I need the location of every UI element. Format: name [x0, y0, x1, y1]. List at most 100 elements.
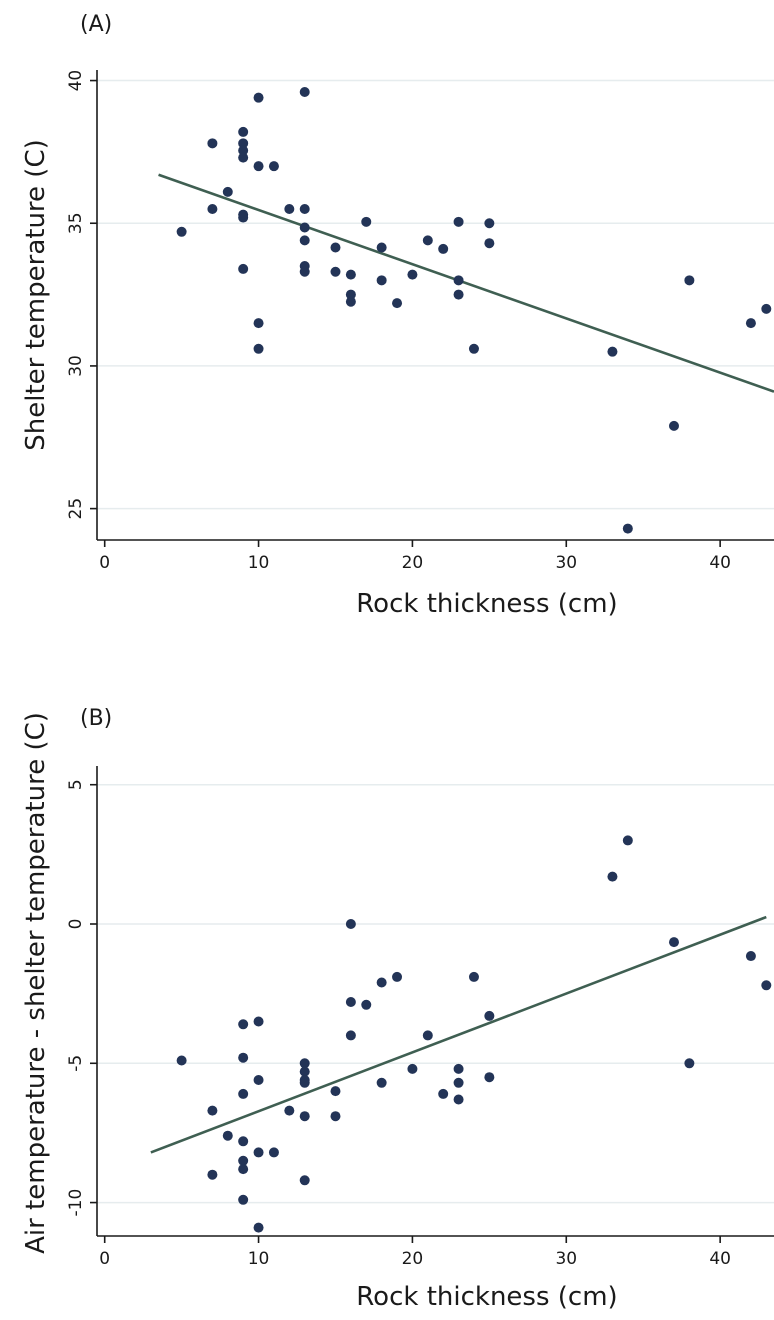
panel-b-point-0	[176, 1055, 187, 1066]
panel-a-y-axis-title: Shelter temperature (C)	[21, 139, 51, 450]
panel-a-point-24	[330, 266, 341, 277]
panel-b-y-tick-label-1: 0	[66, 919, 86, 930]
panel-b-point-10	[238, 1194, 249, 1205]
panel-b-x-tick-label-4: 40	[709, 1249, 731, 1269]
panel-a-points	[176, 86, 772, 534]
panel-b-point-12	[253, 1075, 264, 1085]
panel-a-point-22	[299, 266, 310, 277]
panel-a-point-15	[268, 161, 279, 172]
panel-b-label: (B)	[80, 706, 112, 731]
panel-b-point-7	[238, 1136, 249, 1147]
panel-a-point-6	[238, 145, 249, 156]
panel-b-point-46	[761, 980, 772, 991]
panel-a-point-36	[453, 275, 464, 286]
panel-a-x-axis-title: Rock thickness (cm)	[356, 589, 617, 619]
panel-a-point-10	[238, 263, 249, 274]
panel-b-point-18	[299, 1066, 310, 1077]
panel-a-point-44	[684, 275, 695, 286]
panel-a-point-19	[299, 222, 310, 233]
panel-a-ticks: 0 10 20 30 40 25 30 35 40	[66, 70, 731, 573]
panel-a-y-tick-label-0: 25	[66, 498, 86, 520]
panel-b-y-tick-label-2: -5	[66, 1055, 86, 1072]
panel-a-point-9	[238, 212, 249, 223]
panel-b-point-32	[407, 1063, 418, 1074]
panel-b-point-33	[422, 1030, 433, 1041]
panel-b-point-16	[284, 1105, 295, 1116]
panel-a-point-37	[453, 289, 464, 300]
panel-b-point-5	[238, 1052, 249, 1063]
panel-a-point-46	[761, 303, 772, 314]
panel-b-x-tick-label-3: 30	[555, 1249, 577, 1269]
panel-a-point-3	[222, 186, 233, 197]
panel-a-x-tick-label-2: 20	[402, 553, 424, 573]
panel-a-point-34	[438, 243, 449, 254]
panel-a-y-tick-label-3: 40	[66, 70, 86, 92]
panel-a-point-12	[253, 161, 264, 172]
panel-b-point-2	[207, 1169, 218, 1180]
panel-a-point-1	[207, 138, 218, 149]
panel-a-point-5	[238, 138, 249, 149]
panel-b-gridlines	[97, 783, 774, 1204]
panel-a-x-tick-label-0: 0	[99, 553, 110, 573]
panel-b-point-4	[238, 1019, 249, 1030]
panel-b-point-24	[330, 1111, 341, 1122]
panel-b-y-axis-title: Air temperature - shelter temperature (C…	[21, 712, 51, 1254]
panel-b-point-36	[453, 1077, 464, 1088]
panel-b-point-3	[222, 1130, 233, 1141]
panel-a-axes	[96, 70, 774, 541]
panel-b-fit-line	[150, 915, 767, 1154]
panel-a-point-28	[361, 216, 372, 227]
panel-b-point-30	[376, 1077, 387, 1088]
panel-b-x-tick-label-0: 0	[99, 1249, 110, 1269]
panel-b-point-42	[622, 835, 633, 846]
panel-a-point-26	[345, 289, 356, 300]
panel-a-point-7	[238, 152, 249, 163]
panel-a-point-2	[207, 203, 218, 214]
panel-a-point-38	[468, 343, 479, 354]
panel-a-x-tick-label-4: 40	[709, 553, 731, 573]
panel-b-point-17	[299, 1058, 310, 1069]
panel-b-point-27	[345, 1030, 356, 1041]
panel-a-point-29	[376, 242, 387, 253]
panel-b-point-35	[453, 1063, 464, 1074]
panel-a-x-tick-label-3: 30	[555, 553, 577, 573]
panel-b-point-6	[238, 1088, 249, 1099]
panel-a-point-30	[376, 275, 387, 286]
panel-a-point-31	[392, 298, 403, 309]
panel-a-fit	[158, 173, 774, 393]
panel-a-point-0	[176, 226, 187, 237]
panel-b-x-tick-label-1: 10	[248, 1249, 270, 1269]
panel-a-gridlines	[97, 79, 774, 510]
panel-b-point-8	[238, 1155, 249, 1166]
panel-b-point-11	[253, 1016, 264, 1027]
panel-b-point-37	[453, 1094, 464, 1105]
panel-b-point-29	[376, 977, 387, 988]
panel-b-point-13	[253, 1147, 264, 1158]
panel-b-point-15	[268, 1147, 279, 1158]
panel-a-x-tick-label-1: 10	[248, 553, 270, 573]
panel-b-point-25	[345, 919, 356, 929]
panel-b-point-34	[438, 1088, 449, 1099]
panel-b-point-38	[468, 971, 479, 982]
panel-a-fit-line	[158, 173, 774, 393]
panel-b-point-20	[299, 1077, 310, 1088]
panel-b-x-tick-label-2: 20	[402, 1249, 424, 1269]
panel-b-point-1	[207, 1105, 218, 1116]
panel-a-point-43	[668, 420, 679, 431]
panel-b-points	[176, 835, 772, 1233]
panel-a-point-20	[299, 235, 310, 246]
panel-a-label: (A)	[80, 12, 112, 37]
panel-a-point-45	[745, 318, 756, 329]
panel-a-point-25	[345, 269, 356, 280]
panel-b-point-41	[607, 871, 618, 882]
panel-a-point-4	[238, 126, 249, 137]
panel-a-point-40	[484, 238, 495, 249]
panel-b-point-14	[253, 1222, 264, 1233]
panel-b-x-axis-title: Rock thickness (cm)	[356, 1282, 617, 1312]
panel-a-point-33	[422, 235, 433, 246]
panel-b-axes	[96, 766, 774, 1237]
panel-a-point-41	[607, 346, 618, 357]
panel-a-point-18	[299, 203, 310, 214]
panel-a-point-39	[484, 218, 495, 229]
panel-b-point-26	[345, 997, 356, 1007]
